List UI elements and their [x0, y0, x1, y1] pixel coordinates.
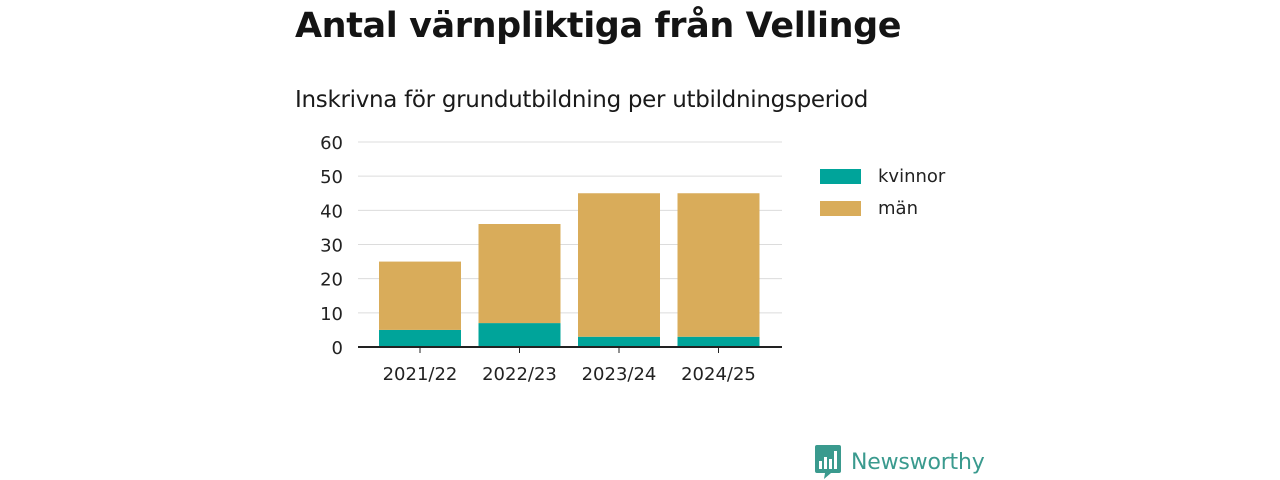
- x-tick-label: 2024/25: [681, 364, 756, 385]
- bar-kvinnor: [677, 336, 760, 347]
- y-tick-label: 0: [332, 338, 343, 359]
- bar-kvinnor: [379, 329, 461, 347]
- bar-man: [478, 224, 561, 324]
- chart-legend: kvinnor män: [820, 160, 945, 224]
- bar-kvinnor: [478, 323, 561, 347]
- bar-man: [379, 261, 461, 330]
- bars: [379, 193, 760, 347]
- x-tick-label: 2022/23: [482, 364, 557, 385]
- bar-man: [578, 193, 660, 337]
- bar-kvinnor: [578, 336, 660, 347]
- x-tick-label: 2021/22: [383, 364, 458, 385]
- legend-swatch-man: [820, 200, 861, 216]
- legend-item-kvinnor: kvinnor: [820, 160, 945, 192]
- x-tick-label: 2023/24: [582, 364, 657, 385]
- y-tick-label: 30: [320, 236, 343, 257]
- y-tick-label: 50: [320, 167, 343, 188]
- legend-label-kvinnor: kvinnor: [878, 165, 946, 187]
- chart-title: Antal värnpliktiga från Vellinge: [295, 6, 902, 46]
- legend-item-man: män: [820, 192, 945, 224]
- legend-swatch-kvinnor: [820, 168, 861, 184]
- chart-subtitle: Inskrivna för grundutbildning per utbild…: [295, 87, 869, 113]
- newsworthy-brand[interactable]: Newsworthy: [814, 444, 985, 480]
- y-tick-label: 40: [320, 201, 343, 222]
- newsworthy-bar-chart-icon: [815, 445, 841, 479]
- y-tick-label: 60: [320, 133, 343, 154]
- y-tick-label: 20: [320, 270, 343, 291]
- bar-man: [677, 193, 760, 337]
- y-tick-label: 10: [320, 304, 343, 325]
- brand-name: Newsworthy: [851, 449, 985, 475]
- x-axis-ticks: 2021/22 2022/23 2023/24 2024/25: [383, 347, 756, 385]
- y-axis-ticks: 0 10 20 30 40 50 60: [320, 133, 343, 359]
- legend-label-man: män: [878, 197, 918, 219]
